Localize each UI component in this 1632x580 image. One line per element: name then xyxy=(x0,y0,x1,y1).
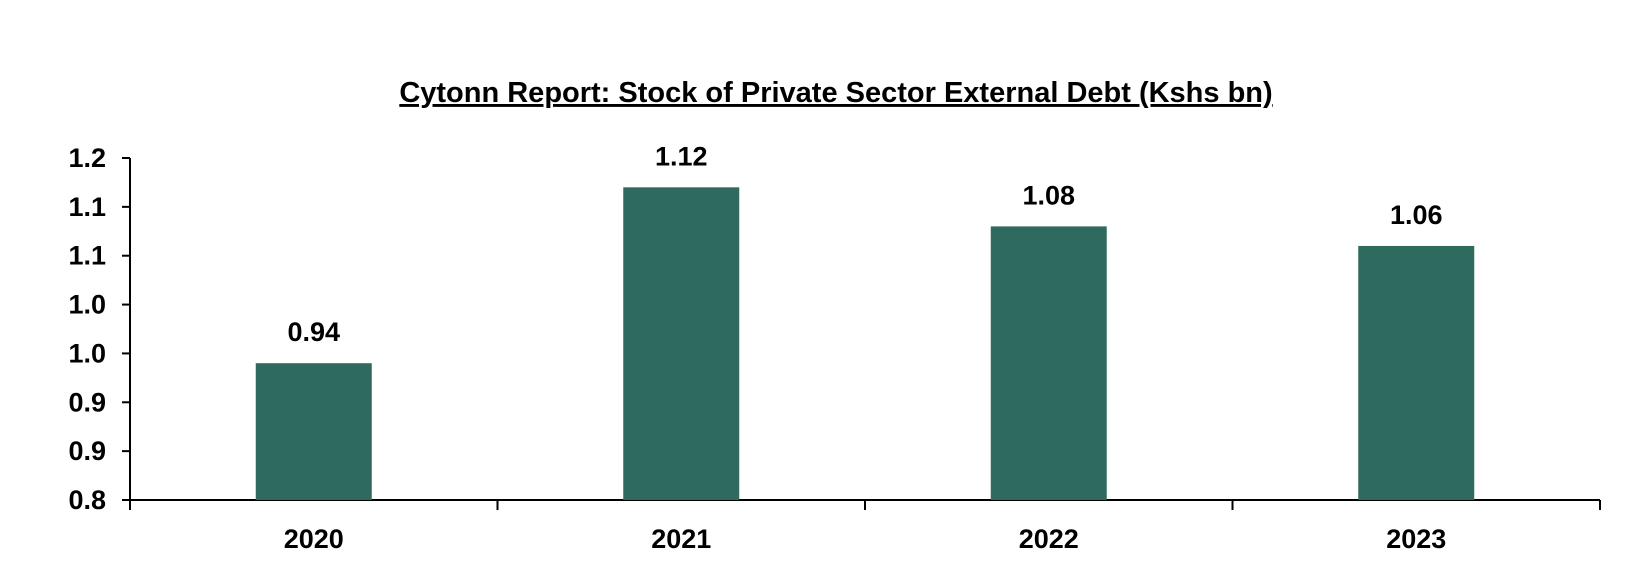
data-labels: 0.94 1.12 1.08 1.06 xyxy=(287,141,1442,347)
bar-2020 xyxy=(255,363,372,500)
bar-2021 xyxy=(623,187,740,501)
y-tick-label: 1.1 xyxy=(68,241,106,271)
x-tick-label-2023: 2023 xyxy=(1386,524,1446,554)
y-tick-label: 1.2 xyxy=(68,143,106,173)
x-tick-label-2022: 2022 xyxy=(1019,524,1079,554)
x-axis: 2020 2021 2022 2023 xyxy=(129,499,1601,554)
bar-2023 xyxy=(1358,245,1475,500)
data-label-2023: 1.06 xyxy=(1390,200,1443,230)
chart-title: Cytonn Report: Stock of Private Sector E… xyxy=(399,77,1272,109)
bars xyxy=(255,187,1475,501)
data-label-2020: 0.94 xyxy=(287,317,340,347)
data-label-2022: 1.08 xyxy=(1022,180,1075,210)
bar-2022 xyxy=(990,226,1107,500)
x-tick-label-2021: 2021 xyxy=(651,524,711,554)
y-tick-label: 1.0 xyxy=(68,338,106,368)
x-tick-label-2020: 2020 xyxy=(284,524,344,554)
y-tick-label: 0.9 xyxy=(68,387,106,417)
y-axis: 0.8 0.9 0.9 1.0 1.0 1.1 1.1 1.2 xyxy=(68,143,131,515)
y-tick-label: 1.1 xyxy=(68,192,106,222)
data-label-2021: 1.12 xyxy=(655,141,708,171)
y-tick-label: 0.9 xyxy=(68,436,106,466)
y-tick-label: 1.0 xyxy=(68,290,106,320)
y-tick-label: 0.8 xyxy=(68,485,106,515)
